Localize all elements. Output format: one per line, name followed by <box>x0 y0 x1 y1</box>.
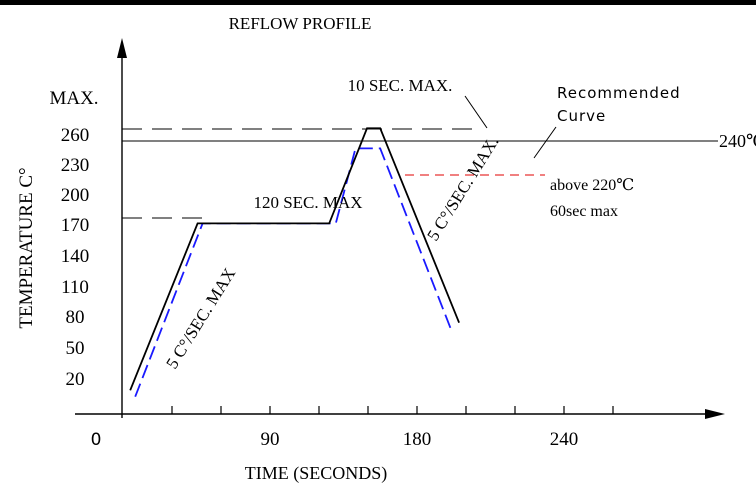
y-tick-label: 200 <box>61 185 90 206</box>
y-tick-label: 20 <box>66 369 85 390</box>
y-axis-arrowhead <box>117 38 127 58</box>
y-tick-label: 50 <box>66 338 85 359</box>
annotation-curve: Curve <box>557 107 606 125</box>
y-tick-label: 230 <box>61 155 90 176</box>
y-tick-labels: MAX. 260 230 200 170 140 110 80 50 20 <box>49 88 98 390</box>
y-axis-title: TEMPERATURE C° <box>16 167 37 328</box>
x-axis-title: TIME (SECONDS) <box>245 463 388 484</box>
annotation-recommended: Recommended <box>557 84 681 102</box>
leader-recommended <box>533 126 557 159</box>
annotation-10-sec-max: 10 SEC. MAX. <box>348 76 453 95</box>
x-tick-label: 90 <box>261 429 280 450</box>
annotation-ramp-rate-upper: 5 C°/SEC. MAX. <box>423 133 502 244</box>
ref-line-240-label: 240℃ <box>719 131 756 151</box>
x-axis-arrowhead <box>705 409 725 419</box>
x-tick-label: 240 <box>550 429 579 450</box>
y-tick-label: 140 <box>61 246 90 267</box>
y-tick-label: 110 <box>61 277 89 298</box>
x-tick-label: 180 <box>403 429 432 450</box>
y-tick-label: 80 <box>66 307 85 328</box>
annotation-120-sec-max: 120 SEC. MAX <box>253 193 362 212</box>
annotation-ramp-down-rate: 5 C°/SEC. MAX. <box>423 133 502 244</box>
y-tick-label: 260 <box>61 125 90 146</box>
y-tick-label: MAX. <box>49 88 98 109</box>
series-recommended-curve <box>134 147 452 398</box>
series-reflow-profile <box>129 127 460 391</box>
leader-10-sec <box>464 95 488 129</box>
clipped-header-strip <box>0 0 756 5</box>
chart-title: REFLOW PROFILE <box>229 14 372 33</box>
y-tick-label: 170 <box>61 215 90 236</box>
annotation-above-220: above 220℃ <box>550 177 634 194</box>
x-tick-label: 0 <box>91 430 102 450</box>
x-tick-marks <box>171 406 614 414</box>
annotation-60sec-max: 60sec max <box>550 203 618 220</box>
